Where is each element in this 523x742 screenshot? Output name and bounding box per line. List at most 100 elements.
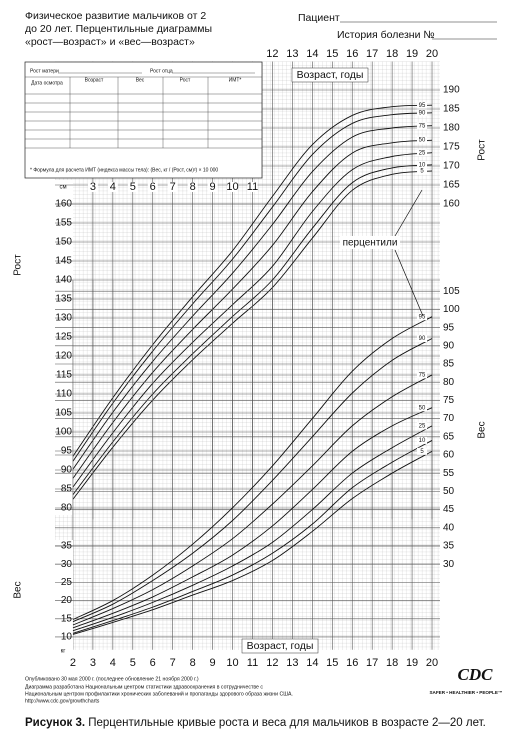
annotation-bg — [340, 236, 400, 249]
x-tick-label: 17 — [366, 48, 378, 60]
title-line: «рост—возраст» и «вес—возраст» — [25, 36, 195, 48]
x-tick-label: 18 — [386, 48, 398, 60]
x-tick-label: 8 — [190, 657, 196, 669]
percentile-curve — [72, 139, 433, 479]
y2-tick-label: 35 — [443, 541, 455, 552]
tick-column — [55, 180, 73, 515]
y-tick-label: 15 — [61, 613, 73, 624]
y2-tick-label: 175 — [443, 142, 460, 153]
y2-tick-label: 30 — [443, 559, 455, 570]
x-tick-label: 13 — [286, 48, 298, 60]
percentile-label: 25 — [419, 150, 426, 156]
y2-tick-label: 105 — [443, 286, 460, 297]
form-table — [25, 76, 262, 149]
x-tick-label: 19 — [406, 657, 418, 669]
y-tick-label: 90 — [61, 465, 73, 476]
percentile-curve — [72, 425, 433, 632]
y2-tick-label: 55 — [443, 468, 455, 479]
percentile-curve — [72, 112, 433, 462]
y2-tick-label: 50 — [443, 486, 455, 497]
tick-bg — [107, 182, 118, 192]
y2-axis-label: Рост — [477, 139, 488, 161]
y2-axis-label: Вес — [477, 421, 488, 438]
x-label-bg — [291, 67, 369, 83]
x-tick-label: 20 — [426, 657, 438, 669]
y2-tick-label: 70 — [443, 413, 455, 424]
percentile-label: 95 — [419, 103, 426, 109]
form-father: Рост отца — [150, 68, 173, 74]
y2-tick-label: 100 — [443, 304, 460, 315]
tick-bg — [207, 182, 218, 192]
y-tick-label: 110 — [56, 389, 72, 400]
y2-tick-label: 75 — [443, 395, 455, 406]
percentile-label-bg — [417, 149, 428, 157]
x-tick-label: 9 — [210, 181, 216, 193]
form-column: Вес — [136, 77, 145, 83]
x-tick-label: 16 — [346, 657, 358, 669]
tick-bg — [167, 182, 178, 192]
y-tick-label: 100 — [55, 427, 72, 438]
form-box — [24, 61, 263, 179]
y-tick-label: 120 — [55, 351, 72, 362]
y2-tick-label: 40 — [443, 522, 455, 533]
y-tick-label: 25 — [61, 577, 73, 588]
y-tick-label: 155 — [55, 218, 72, 229]
y2-tick-label: 90 — [443, 340, 455, 351]
y-tick-label: 95 — [61, 446, 73, 457]
x-tick-label: 7 — [170, 657, 176, 669]
x-label-bg — [241, 638, 319, 654]
x-tick-label: 14 — [306, 657, 318, 669]
x-tick-label: 5 — [130, 657, 136, 669]
title-line: до 20 лет. Перцентильные диаграммы — [25, 23, 212, 35]
header: Физическое развитие мальчиков от 2 до 20… — [25, 10, 497, 48]
y-tick-label: 140 — [55, 275, 72, 286]
tick-bg — [87, 182, 98, 192]
tick-bg — [187, 182, 198, 192]
percentile-label: 75 — [419, 123, 426, 129]
percentile-curve — [72, 440, 433, 634]
caption-label: Рисунок 3. — [25, 717, 85, 729]
percentile-curve — [72, 125, 433, 470]
logo-slogan: SAFER • HEALTHIER • PEOPLE™ — [429, 690, 502, 695]
y-axis-label: Вес — [13, 581, 24, 598]
tick-bg — [247, 182, 258, 192]
x-tick-label: 11 — [247, 181, 258, 193]
patient-label: Пациент — [298, 12, 340, 24]
percentile-curve — [72, 316, 433, 620]
x-tick-label: 4 — [110, 657, 116, 669]
y2-tick-label: 165 — [443, 180, 460, 191]
y-tick-label: 105 — [55, 408, 72, 419]
percentile-label: 50 — [419, 138, 426, 144]
tick-column — [55, 540, 73, 650]
percentile-label: 95 — [419, 314, 426, 320]
percentile-label-bg — [417, 313, 428, 321]
x-tick-label: 5 — [130, 181, 136, 193]
record-label: История болезни № — [337, 29, 435, 41]
percentile-label-bg — [417, 436, 428, 444]
annotation-arrow — [394, 249, 424, 317]
percentile-label-bg — [417, 161, 428, 169]
x-tick-label: 4 — [110, 181, 116, 193]
y-tick-label: 115 — [56, 370, 72, 381]
y-tick-label: 125 — [55, 332, 72, 343]
percentile-label-bg — [417, 371, 428, 379]
percentile-label: 90 — [419, 110, 426, 116]
y-unit: кг — [61, 649, 67, 655]
footer-line: Опубликовано 30 мая 2000 г. (последнее о… — [25, 676, 199, 682]
percentile-label-bg — [417, 167, 428, 175]
x-tick-label: 14 — [306, 48, 318, 60]
y2-tick-label: 185 — [443, 104, 460, 115]
x-tick-label: 15 — [326, 48, 338, 60]
annotation-arrow — [394, 189, 423, 237]
form-column: ИМТ* — [229, 77, 242, 83]
tick-bg — [127, 182, 138, 192]
y2-tick-label: 95 — [443, 322, 455, 333]
footer: Опубликовано 30 мая 2000 г. (последнее о… — [25, 664, 503, 729]
tick-bg — [147, 182, 158, 192]
percentile-label: 75 — [419, 373, 426, 379]
percentile-label: 5 — [420, 169, 424, 175]
percentile-label-bg — [417, 404, 428, 412]
percentile-curve — [72, 450, 433, 635]
form-column: Рост — [180, 77, 191, 83]
y2-tick-label: 190 — [443, 85, 460, 96]
